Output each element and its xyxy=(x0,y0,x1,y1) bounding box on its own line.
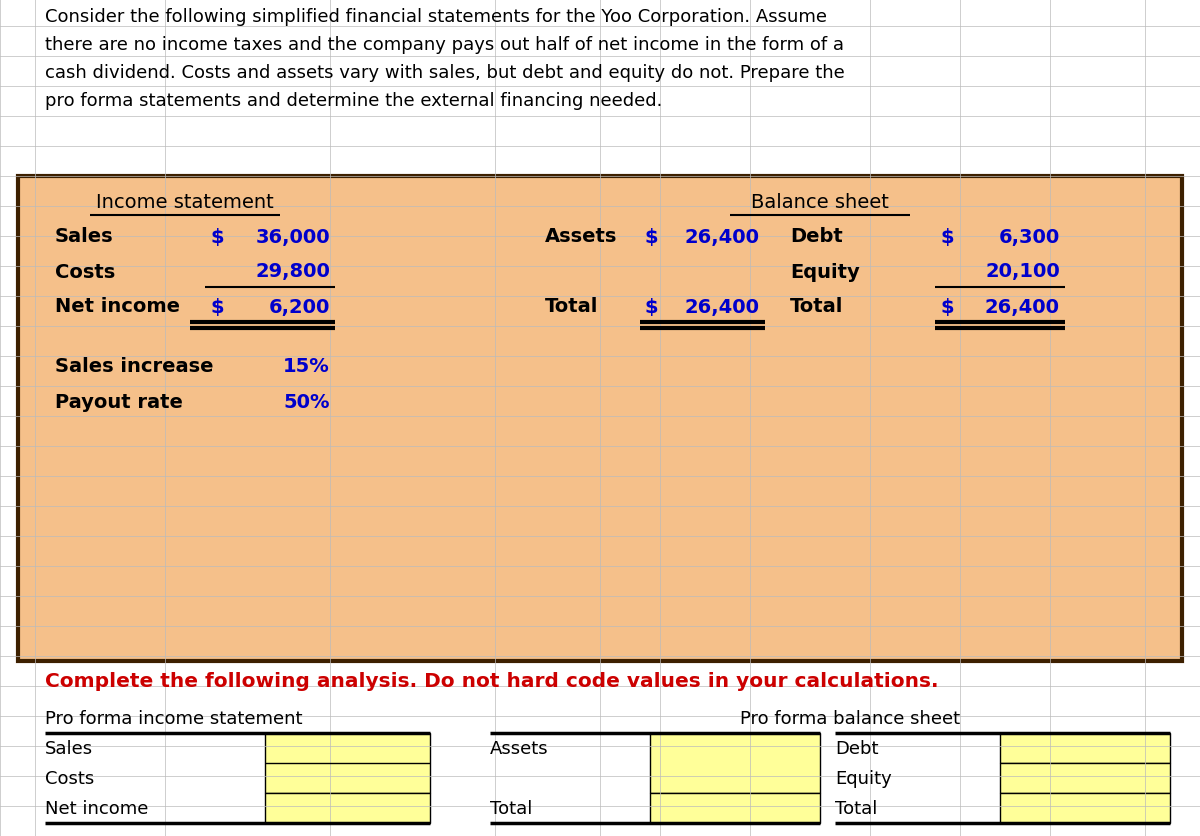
Text: Total: Total xyxy=(490,799,533,817)
Text: Debt: Debt xyxy=(835,739,878,757)
Text: 6,300: 6,300 xyxy=(998,227,1060,247)
Text: $: $ xyxy=(210,297,223,316)
Text: 29,800: 29,800 xyxy=(256,263,330,281)
Text: 6,200: 6,200 xyxy=(269,297,330,316)
Text: Costs: Costs xyxy=(55,263,115,281)
Text: 50%: 50% xyxy=(283,392,330,411)
Text: Sales increase: Sales increase xyxy=(55,357,214,376)
Text: Total: Total xyxy=(835,799,877,817)
Text: Pro forma balance sheet: Pro forma balance sheet xyxy=(740,709,960,727)
Text: $: $ xyxy=(210,227,223,247)
Text: Complete the following analysis. Do not hard code values in your calculations.: Complete the following analysis. Do not … xyxy=(46,671,938,691)
Bar xyxy=(650,733,820,793)
Text: Income statement: Income statement xyxy=(96,192,274,212)
Text: cash dividend. Costs and assets vary with sales, but debt and equity do not. Pre: cash dividend. Costs and assets vary wit… xyxy=(46,64,845,82)
Text: Equity: Equity xyxy=(835,769,892,787)
Text: there are no income taxes and the company pays out half of net income in the for: there are no income taxes and the compan… xyxy=(46,36,844,54)
Text: Payout rate: Payout rate xyxy=(55,392,182,411)
Text: $: $ xyxy=(940,297,954,316)
Text: 26,400: 26,400 xyxy=(985,297,1060,316)
Text: Sales: Sales xyxy=(46,739,94,757)
Bar xyxy=(650,793,820,823)
Text: Net income: Net income xyxy=(55,297,180,316)
Bar xyxy=(1000,763,1170,793)
Text: 15%: 15% xyxy=(283,357,330,376)
Text: Assets: Assets xyxy=(545,227,617,247)
Bar xyxy=(265,733,430,793)
Text: 26,400: 26,400 xyxy=(685,227,760,247)
Text: Total: Total xyxy=(545,297,599,316)
Text: Costs: Costs xyxy=(46,769,95,787)
Text: Net income: Net income xyxy=(46,799,149,817)
Text: 26,400: 26,400 xyxy=(685,297,760,316)
Text: Total: Total xyxy=(790,297,844,316)
Text: $: $ xyxy=(646,227,659,247)
Text: $: $ xyxy=(646,297,659,316)
Text: pro forma statements and determine the external financing needed.: pro forma statements and determine the e… xyxy=(46,92,662,110)
Text: Balance sheet: Balance sheet xyxy=(751,192,889,212)
Bar xyxy=(265,793,430,823)
Text: Consider the following simplified financial statements for the Yoo Corporation. : Consider the following simplified financ… xyxy=(46,8,827,26)
Text: Assets: Assets xyxy=(490,739,548,757)
Text: Equity: Equity xyxy=(790,263,859,281)
Text: Pro forma income statement: Pro forma income statement xyxy=(46,709,302,727)
Bar xyxy=(1000,793,1170,823)
Bar xyxy=(1000,733,1170,763)
Text: Sales: Sales xyxy=(55,227,114,247)
Bar xyxy=(18,176,1182,661)
Text: 20,100: 20,100 xyxy=(985,263,1060,281)
Text: 36,000: 36,000 xyxy=(256,227,330,247)
Text: Debt: Debt xyxy=(790,227,842,247)
Text: $: $ xyxy=(940,227,954,247)
